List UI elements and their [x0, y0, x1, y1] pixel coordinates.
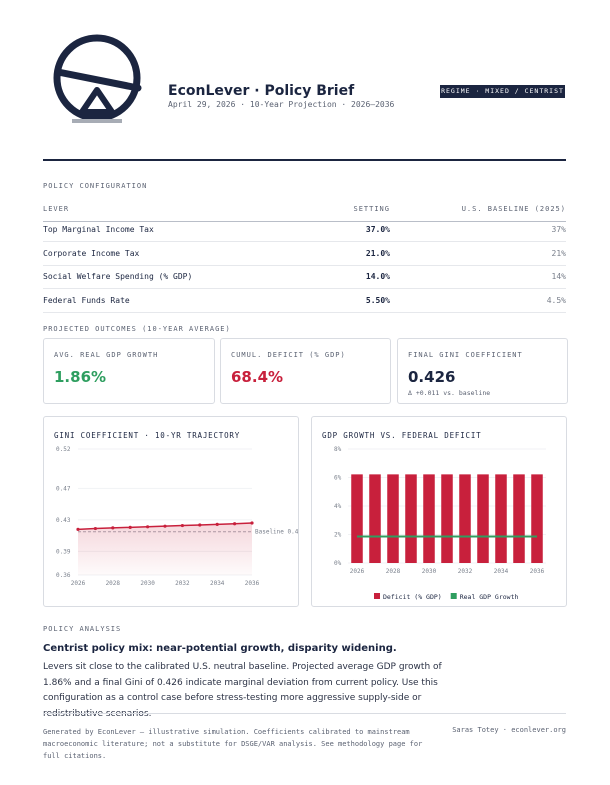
column-header: SETTING: [353, 205, 390, 213]
footer-note: Generated by EconLever — illustrative si…: [43, 728, 423, 760]
point: [146, 525, 150, 529]
x-tick-label: 2030: [422, 568, 437, 575]
y-tick-label: 0.36: [56, 572, 71, 579]
point: [215, 522, 219, 526]
point: [111, 526, 115, 530]
point: [233, 522, 237, 526]
point: [128, 525, 132, 529]
regime-badge: REGIME · MIXED / CENTRIST: [440, 85, 565, 98]
card-note: Δ +0.011 vs. baseline: [408, 389, 491, 397]
footer-rule: [43, 713, 566, 714]
bar: [441, 474, 453, 563]
section-label: PROJECTED OUTCOMES (10-YEAR AVERAGE): [43, 325, 231, 333]
x-tick-label: 2036: [245, 580, 260, 587]
lever-name: Federal Funds Rate: [43, 295, 130, 305]
y-tick-label: 0%: [334, 560, 342, 567]
baseline: 37%: [551, 225, 566, 234]
column-header: LEVER: [43, 205, 70, 213]
y-tick-label: 2%: [334, 532, 342, 539]
x-tick-label: 2034: [494, 568, 509, 575]
y-tick-label: 0.47: [56, 485, 71, 492]
card-value: 68.4%: [231, 368, 284, 386]
baseline: 14%: [551, 272, 566, 281]
point: [76, 527, 80, 531]
card-label: AVG. REAL GDP GROWTH: [54, 351, 159, 359]
x-tick-label: 2036: [530, 568, 545, 575]
table-row: Corporate Income Tax 21.0% 21%: [43, 242, 566, 266]
chart-panel: GDP GROWTH VS. FEDERAL DEFICIT 0% 2% 4% 6% 8%…: [311, 416, 567, 607]
card-label: CUMUL. DEFICIT (% GDP): [231, 351, 346, 359]
chart-panel: GINI COEFFICIENT · 10-YR TRAJECTORY 0.36 0…: [43, 416, 306, 607]
y-tick-label: 0.43: [56, 517, 71, 524]
x-tick-label: 2030: [140, 580, 155, 587]
x-tick-label: 2028: [106, 580, 121, 587]
header-rule: [43, 159, 566, 161]
bar: [405, 474, 417, 563]
chart: GINI COEFFICIENT · 10-YR TRAJECTORY 0.36 0…: [54, 431, 306, 587]
logo: [53, 34, 142, 123]
baseline-label: Baseline 0.415: [255, 529, 298, 536]
point: [198, 523, 202, 527]
y-tick-label: 0.52: [56, 446, 71, 453]
bar: [459, 474, 471, 563]
setting: 5.50%: [365, 295, 390, 305]
setting: 14.0%: [365, 272, 390, 281]
bar: [423, 474, 435, 563]
bar: [495, 474, 507, 563]
table-row: Federal Funds Rate 5.50% 4.5%: [43, 289, 566, 313]
card-value: 1.86%: [54, 368, 107, 386]
x-tick-label: 2026: [71, 580, 86, 587]
chart-title: GDP GROWTH VS. FEDERAL DEFICIT: [322, 431, 481, 440]
bar: [387, 474, 399, 563]
subtitle: April 29, 2026 · 10-Year Projection · 20…: [168, 100, 395, 109]
outcome-card: CUMUL. DEFICIT (% GDP) 68.4%: [220, 338, 391, 404]
x-tick-label: 2028: [386, 568, 401, 575]
chart-title: GINI COEFFICIENT · 10-YR TRAJECTORY: [54, 431, 240, 440]
analysis-heading: Centrist policy mix: near-potential grow…: [43, 643, 397, 654]
bar: [369, 474, 381, 563]
bar: [351, 474, 363, 563]
y-tick-label: 6%: [334, 475, 342, 482]
footer-credit: Saras Totey · econlever.org: [452, 726, 566, 734]
point: [250, 521, 254, 525]
area: [78, 523, 252, 575]
outcome-card: FINAL GINI COEFFICIENT 0.426 Δ +0.011 vs. …: [397, 338, 568, 404]
title: EconLever · Policy Brief: [168, 83, 355, 99]
section-label: POLICY ANALYSIS: [43, 625, 122, 633]
legend-swatch: [450, 593, 457, 599]
point: [180, 523, 184, 528]
bar: [531, 474, 543, 563]
setting: 37.0%: [365, 225, 390, 234]
lever-name: Corporate Income Tax: [43, 248, 140, 258]
lever-name: Top Marginal Income Tax: [43, 225, 154, 234]
y-tick-label: 4%: [334, 503, 342, 510]
chart: GDP GROWTH VS. FEDERAL DEFICIT 0% 2% 4% 6% 8%…: [322, 431, 546, 601]
y-tick-label: 8%: [334, 446, 342, 453]
section-label: POLICY CONFIGURATION: [43, 182, 148, 190]
table-row: Social Welfare Spending (% GDP) 14.0% 14%: [43, 265, 566, 289]
baseline: 4.5%: [546, 295, 566, 305]
card-value: 0.426: [408, 368, 456, 386]
table-row: Top Marginal Income Tax 37.0% 37%: [43, 218, 566, 242]
bar: [477, 474, 489, 563]
column-header: U.S. BASELINE (2025): [461, 205, 566, 213]
y-tick-label: 0.39: [56, 548, 71, 555]
x-tick-label: 2032: [175, 580, 190, 587]
x-tick-label: 2026: [350, 568, 365, 575]
baseline: 21%: [551, 248, 566, 258]
point: [93, 526, 97, 531]
bar: [513, 474, 525, 563]
setting: 21.0%: [365, 248, 390, 258]
lever-name: Social Welfare Spending (% GDP): [43, 272, 193, 281]
card-label: FINAL GINI COEFFICIENT: [408, 351, 523, 359]
legend-swatch: [374, 593, 380, 599]
point: [163, 524, 167, 528]
x-tick-label: 2032: [458, 568, 473, 575]
x-tick-label: 2034: [210, 580, 225, 587]
outcome-card: AVG. REAL GDP GROWTH 1.86%: [43, 338, 215, 404]
legend-label: Deficit (% GDP): [383, 593, 442, 601]
table-header: LEVER SETTING U.S. BASELINE (2025): [43, 198, 566, 222]
legend-label: Real GDP Growth: [460, 593, 519, 601]
